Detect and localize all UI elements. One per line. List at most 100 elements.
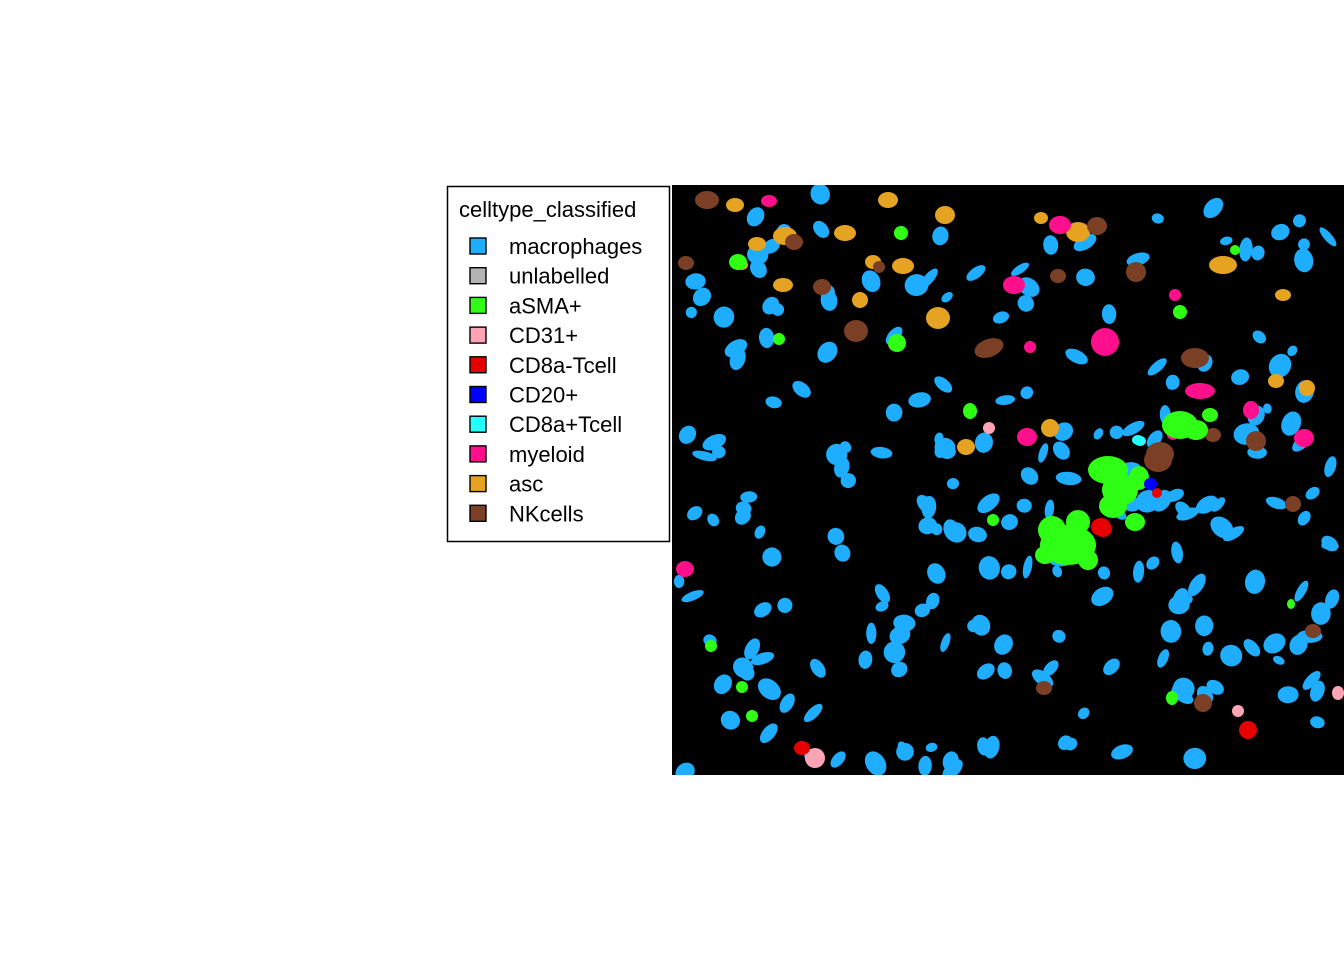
cell-macrophages bbox=[834, 544, 851, 562]
cell-macrophages bbox=[966, 265, 986, 281]
cell-macrophages bbox=[1324, 456, 1337, 477]
cell-macrophages bbox=[908, 392, 931, 408]
cell-macrophages bbox=[1052, 441, 1070, 460]
cell-myeloid bbox=[1243, 401, 1259, 419]
cell-cd31- bbox=[983, 422, 995, 434]
cell-macrophages bbox=[883, 641, 906, 664]
cell-asma- bbox=[987, 514, 999, 526]
cell-macrophages bbox=[864, 751, 887, 775]
cell-nkcells bbox=[1126, 262, 1146, 282]
legend-swatch-cd8a-tcell bbox=[469, 415, 487, 433]
cell-macrophages bbox=[817, 341, 838, 363]
cell-macrophages bbox=[713, 674, 732, 695]
legend-swatch-macrophages bbox=[469, 237, 487, 255]
cell-asma- bbox=[1038, 516, 1066, 544]
cell-macrophages bbox=[977, 493, 1000, 514]
cell-macrophages bbox=[885, 403, 903, 422]
cell-asc bbox=[852, 292, 868, 308]
cell-macrophages bbox=[1160, 620, 1182, 643]
cell-asc bbox=[926, 307, 950, 329]
cell-myeloid bbox=[1024, 341, 1036, 353]
legend-label: myeloid bbox=[509, 442, 585, 467]
cell-macrophages bbox=[750, 652, 775, 666]
cell-myeloid bbox=[1294, 429, 1314, 447]
legend-swatch-myeloid bbox=[469, 445, 487, 463]
cell-macrophages bbox=[675, 762, 695, 775]
legend-swatch-unlabelled bbox=[469, 267, 487, 285]
cell-macrophages bbox=[763, 238, 780, 254]
legend-label: NKcells bbox=[509, 501, 584, 526]
cell-macrophages bbox=[1064, 737, 1078, 751]
cell-macrophages bbox=[1203, 197, 1224, 219]
cell-macrophages bbox=[858, 650, 873, 669]
cell-macrophages bbox=[820, 289, 838, 311]
cell-macrophages bbox=[729, 348, 746, 370]
legend-label: asc bbox=[509, 472, 543, 497]
legend-label: macrophages bbox=[509, 234, 642, 259]
cell-macrophages bbox=[813, 220, 830, 238]
cell-macrophages bbox=[891, 661, 908, 678]
cell-nkcells bbox=[1246, 431, 1266, 451]
cell-macrophages bbox=[1211, 497, 1226, 512]
cell-macrophages bbox=[1220, 236, 1233, 246]
cell-macrophages bbox=[994, 634, 1013, 655]
cell-macrophages bbox=[930, 523, 943, 536]
cell-asc bbox=[773, 278, 793, 292]
cell-macrophages bbox=[1252, 330, 1266, 344]
cell-nkcells bbox=[1205, 428, 1221, 442]
cell-asma- bbox=[894, 226, 908, 240]
cell-macrophages bbox=[1311, 602, 1331, 625]
cell-macrophages bbox=[1020, 386, 1034, 399]
cell-macrophages bbox=[1321, 535, 1339, 552]
cell-macrophages bbox=[1111, 744, 1133, 760]
cell-macrophages bbox=[941, 291, 953, 303]
legend-entries: macrophages unlabelled aSMA+ CD31+ CD8a-Tcel… bbox=[469, 234, 642, 526]
cell-macrophages bbox=[1293, 214, 1306, 228]
cell-asc bbox=[1041, 419, 1059, 437]
cell-asma- bbox=[1099, 494, 1127, 518]
cell-cd20- bbox=[1144, 478, 1156, 490]
cell-macrophages bbox=[758, 327, 775, 348]
cell-nkcells bbox=[1285, 496, 1301, 512]
cell-macrophages bbox=[685, 306, 697, 319]
cell-macrophages bbox=[927, 563, 946, 584]
cell-macrophages bbox=[1172, 677, 1195, 700]
cell-macrophages bbox=[897, 741, 908, 755]
cell-macrophages bbox=[792, 380, 811, 398]
cell-macrophages bbox=[1122, 420, 1145, 437]
cell-macrophages bbox=[874, 584, 891, 604]
cell-macrophages bbox=[720, 710, 741, 730]
cell-macrophages bbox=[1265, 496, 1287, 510]
cell-macrophages bbox=[1188, 573, 1206, 597]
cell-macrophages bbox=[1133, 560, 1145, 583]
cell-macrophages bbox=[1043, 660, 1059, 677]
cell-macrophages bbox=[1151, 213, 1164, 224]
legend-swatch-asma- bbox=[469, 296, 487, 315]
cell-nkcells bbox=[1087, 217, 1107, 235]
cell-macrophages bbox=[1305, 486, 1320, 500]
cell-asma- bbox=[1035, 546, 1055, 564]
cell-macrophages bbox=[1043, 235, 1059, 255]
cell-macrophages bbox=[1168, 595, 1190, 615]
cell-macrophages bbox=[692, 450, 717, 462]
cell-macrophages bbox=[1016, 498, 1032, 513]
cell-myeloid bbox=[761, 195, 777, 207]
cell-macrophages bbox=[830, 751, 846, 768]
legend-swatch-cd8a-tcell bbox=[469, 356, 487, 374]
cell-asma- bbox=[1173, 305, 1187, 319]
cell-asc bbox=[1066, 222, 1090, 242]
cell-macrophages bbox=[1165, 488, 1184, 502]
cell-macrophages bbox=[1038, 443, 1049, 463]
cell-macrophages bbox=[702, 433, 727, 451]
cell-nkcells bbox=[844, 320, 868, 342]
cell-macrophages bbox=[995, 395, 1016, 406]
cell-nkcells bbox=[785, 234, 803, 250]
cell-macrophages bbox=[762, 547, 782, 567]
cell-nkcells bbox=[1181, 348, 1209, 368]
cell-asma- bbox=[1184, 420, 1208, 440]
cell-macrophages bbox=[978, 556, 1000, 580]
cell-macrophages bbox=[925, 742, 938, 752]
cell-asma- bbox=[963, 403, 977, 419]
cell-macrophages bbox=[733, 657, 754, 678]
cell-macrophages bbox=[685, 273, 706, 290]
